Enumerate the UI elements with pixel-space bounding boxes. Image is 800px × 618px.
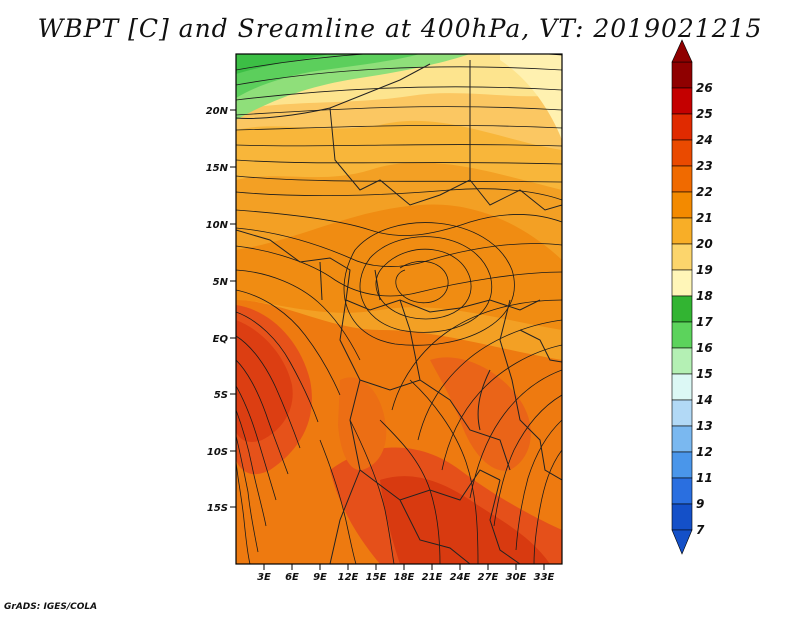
colorbar-label-19: 19 (696, 263, 713, 277)
colorbar-swatch-19 (671, 243, 693, 271)
colorbar-swatch-13 (671, 399, 693, 427)
colorbar-label-22: 22 (696, 185, 713, 199)
colorbar-label-24: 24 (696, 133, 713, 147)
lon-label-6e: 6E (285, 572, 299, 583)
colorbar-swatch-18 (671, 269, 693, 297)
colorbar-label-20: 20 (696, 237, 713, 251)
lat-label-15n: 15N (206, 163, 229, 174)
lon-label-33e: 33E (534, 572, 555, 583)
colorbar-label-13: 13 (696, 419, 713, 433)
lat-label-5s: 5S (214, 390, 228, 401)
chart-title: WBPT [C] and Sreamline at 400hPa, VT: 20… (37, 14, 763, 43)
colorbar-swatch-16 (671, 321, 693, 349)
colorbar-label-15: 15 (696, 367, 713, 381)
lat-label-eq: EQ (213, 334, 229, 345)
colorbar-label-12: 12 (696, 445, 713, 459)
lon-label-30e: 30E (506, 572, 527, 583)
colorbar-label-16: 16 (696, 341, 713, 355)
colorbar: 26 25 24 23 22 21 20 19 18 17 16 15 14 13 12 11 9 7 (671, 39, 713, 555)
colorbar-swatch-23 (671, 139, 693, 167)
lat-label-10s: 10S (207, 447, 228, 458)
colorbar-label-17: 17 (696, 315, 713, 329)
lat-label-20n: 20N (206, 106, 229, 117)
lon-label-12e: 12E (338, 572, 359, 583)
lon-label-3e: 3E (257, 572, 271, 583)
lon-axis: 3E 6E 9E 12E 15E 18E 21E 24E 27E 30E 33E (257, 564, 555, 583)
credit-text: GrADS: IGES/COLA (4, 602, 98, 612)
colorbar-swatch-7 (671, 503, 693, 531)
colorbar-label-26: 26 (696, 81, 713, 95)
colorbar-label-21: 21 (696, 211, 713, 225)
lon-label-15e: 15E (366, 572, 387, 583)
colorbar-bottom-arrow (671, 529, 693, 555)
map-frame (235, 53, 563, 565)
colorbar-swatch-22 (671, 165, 693, 193)
colorbar-swatch-20 (671, 217, 693, 245)
colorbar-label-9: 9 (696, 497, 704, 511)
colorbar-label-23: 23 (696, 159, 713, 173)
colorbar-swatch-25 (671, 87, 693, 115)
colorbar-swatch-15 (671, 347, 693, 375)
lat-label-5n: 5N (213, 277, 229, 288)
colorbar-swatch-11 (671, 451, 693, 479)
colorbar-top-arrow (671, 39, 693, 63)
colorbar-label-25: 25 (696, 107, 713, 121)
colorbar-label-7: 7 (696, 523, 705, 537)
lon-label-18e: 18E (394, 572, 415, 583)
lat-label-15s: 15S (207, 503, 228, 514)
colorbar-swatch-12 (671, 425, 693, 453)
lat-label-10n: 10N (206, 220, 229, 231)
colorbar-label-18: 18 (696, 289, 713, 303)
wbpt-field (236, 54, 562, 564)
colorbar-swatch-9 (671, 477, 693, 505)
colorbar-label-14: 14 (696, 393, 713, 407)
lon-label-21e: 21E (422, 572, 443, 583)
colorbar-swatch-26 (671, 61, 693, 89)
lon-label-9e: 9E (313, 572, 327, 583)
colorbar-label-11: 11 (696, 471, 713, 485)
lon-label-24e: 24E (450, 572, 471, 583)
lat-axis: 20N 15N 10N 5N EQ 5S 10S 15S (206, 106, 236, 514)
country-borders (236, 60, 562, 564)
lon-label-27e: 27E (478, 572, 499, 583)
colorbar-swatch-14 (671, 373, 693, 401)
colorbar-swatch-17 (671, 295, 693, 323)
colorbar-swatch-21 (671, 191, 693, 219)
colorbar-swatch-24 (671, 113, 693, 141)
